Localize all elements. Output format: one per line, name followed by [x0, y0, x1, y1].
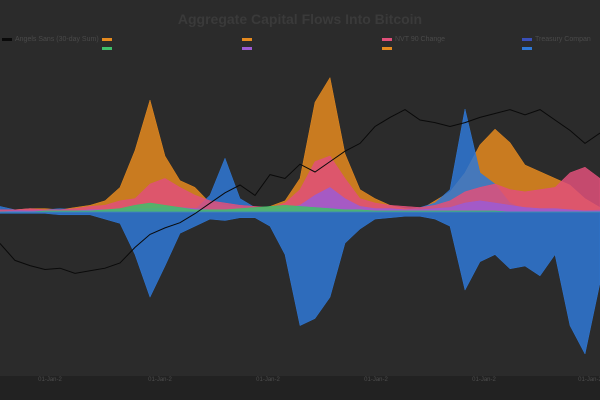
legend-swatch-5: [102, 47, 112, 50]
price-line-group: [0, 109, 600, 274]
price-line: [0, 109, 600, 274]
x-tick-label-4: 01-Jan-2: [472, 377, 496, 383]
x-tick-label-2: 01-Jan-2: [256, 377, 280, 383]
x-tick-label-5: 01-Jan-2: [578, 377, 600, 383]
flow-areas: [0, 76, 600, 355]
legend-swatch-2: [242, 38, 252, 41]
legend-swatch-7: [382, 47, 392, 50]
x-axis-ticks: 01-Jan-2 01-Jan-2 01-Jan-2 01-Jan-2 01-Jan-2…: [38, 377, 600, 383]
legend-swatch-1: [102, 38, 112, 41]
legend-label-3: NVT 90 Change: [395, 36, 445, 43]
legend-label-0: Angels Sans (30-day Sum): [15, 36, 99, 43]
legend-swatch-4: [522, 38, 532, 41]
legend-swatch-0: [2, 38, 12, 41]
legend-swatch-3: [382, 38, 392, 41]
x-tick-label-1: 01-Jan-2: [148, 377, 172, 383]
flow-area-3: [0, 211, 600, 355]
legend-swatch-6: [242, 47, 252, 50]
chart-title: Aggregate Capital Flows Into Bitcoin: [178, 11, 422, 27]
flow-area-1: [0, 76, 600, 213]
x-tick-label-3: 01-Jan-2: [364, 377, 388, 383]
flow-area-4: [0, 155, 600, 213]
legend-swatch-8: [522, 47, 532, 50]
x-axis-bar: [0, 376, 600, 400]
legend: Angels Sans (30-day Sum) NVT 90 Change Tre…: [2, 36, 591, 50]
legend-label-4: Treasury Compan: [535, 36, 591, 43]
x-tick-label-0: 01-Jan-2: [38, 377, 62, 383]
